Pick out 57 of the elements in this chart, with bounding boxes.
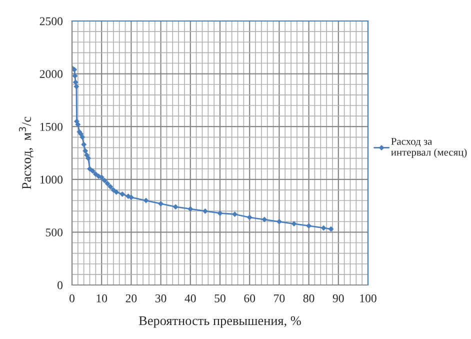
x-tick-label: 20 xyxy=(126,294,137,302)
point xyxy=(218,210,222,216)
point xyxy=(73,80,78,85)
x-tick-label: 90 xyxy=(332,294,344,302)
point xyxy=(276,219,282,224)
point xyxy=(99,174,104,180)
x-tick-label: 30 xyxy=(155,294,166,302)
x-tick-label: 70 xyxy=(274,294,285,302)
point xyxy=(102,178,108,183)
point xyxy=(84,152,90,158)
y-tick-label: 1000 xyxy=(40,176,63,184)
point xyxy=(74,84,79,89)
point xyxy=(232,212,238,217)
point xyxy=(158,201,164,206)
point xyxy=(75,122,80,127)
point xyxy=(72,73,78,78)
point xyxy=(86,156,91,161)
point xyxy=(74,118,80,124)
y-tick-label: 500 xyxy=(46,228,63,236)
x-tick-label: 60 xyxy=(244,294,256,302)
point xyxy=(188,206,193,212)
y-tick-label: 1500 xyxy=(40,122,63,131)
legend-label: Расход за интервал (месяц) xyxy=(391,138,467,158)
x-tick-label: 100 xyxy=(360,294,376,302)
y-tick-label: 2500 xyxy=(40,17,63,26)
point xyxy=(78,132,84,136)
point xyxy=(80,134,85,140)
point xyxy=(87,166,92,172)
point xyxy=(114,190,119,195)
x-tick-label: 10 xyxy=(96,294,108,302)
y-tick-label: 0 xyxy=(58,281,63,290)
point xyxy=(93,172,98,177)
point xyxy=(82,148,88,154)
point xyxy=(173,204,178,210)
point xyxy=(292,221,296,226)
point xyxy=(328,226,334,232)
y-axis-title: Расход, м$^{3}$/с xyxy=(18,116,34,190)
x-tick-label: 0 xyxy=(70,294,74,302)
x-tick-label: 50 xyxy=(214,294,226,302)
x-tick-label: 80 xyxy=(303,294,314,302)
point xyxy=(81,142,86,148)
x-axis-title: Вероятность превышения, % xyxy=(138,316,301,328)
point xyxy=(306,223,312,228)
point xyxy=(262,217,267,222)
x-tick-label: 40 xyxy=(184,294,196,302)
point xyxy=(128,194,134,200)
point xyxy=(126,194,131,199)
y-tick-label: 2000 xyxy=(40,70,63,78)
point xyxy=(321,226,326,230)
point xyxy=(108,184,113,190)
point xyxy=(120,192,125,197)
point xyxy=(247,214,252,220)
point xyxy=(202,208,208,214)
point xyxy=(144,198,148,203)
point xyxy=(110,187,116,192)
point xyxy=(105,181,110,186)
point xyxy=(90,168,96,174)
